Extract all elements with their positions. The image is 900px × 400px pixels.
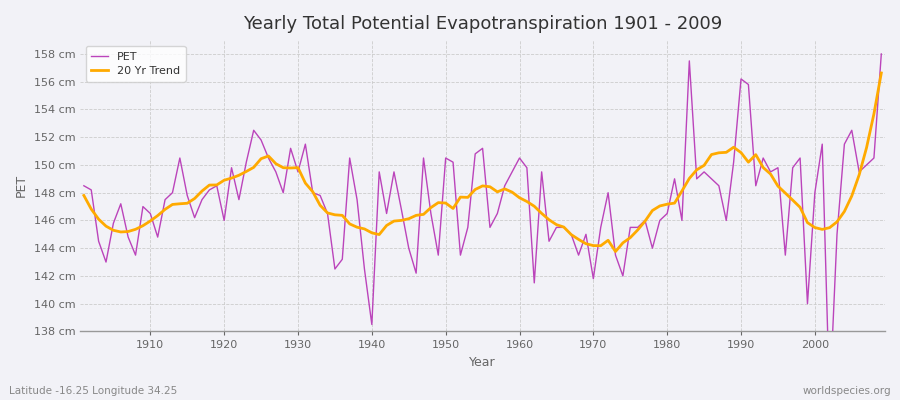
Legend: PET, 20 Yr Trend: PET, 20 Yr Trend bbox=[86, 46, 185, 82]
Line: 20 Yr Trend: 20 Yr Trend bbox=[84, 73, 881, 252]
Y-axis label: PET: PET bbox=[15, 174, 28, 197]
Line: PET: PET bbox=[84, 54, 881, 400]
PET bbox=[345, 156, 356, 160]
20 Yr Trend bbox=[138, 223, 148, 228]
Title: Yearly Total Potential Evapotranspiration 1901 - 2009: Yearly Total Potential Evapotranspiratio… bbox=[243, 15, 722, 33]
20 Yr Trend bbox=[514, 195, 525, 200]
Text: worldspecies.org: worldspecies.org bbox=[803, 386, 891, 396]
PET bbox=[514, 156, 525, 160]
Text: Latitude -16.25 Longitude 34.25: Latitude -16.25 Longitude 34.25 bbox=[9, 386, 177, 396]
20 Yr Trend bbox=[345, 222, 356, 226]
20 Yr Trend bbox=[300, 181, 310, 186]
20 Yr Trend bbox=[507, 190, 517, 194]
20 Yr Trend bbox=[610, 249, 621, 254]
PET bbox=[507, 170, 517, 174]
PET bbox=[300, 142, 310, 146]
PET bbox=[876, 52, 886, 56]
X-axis label: Year: Year bbox=[469, 356, 496, 369]
PET bbox=[603, 190, 614, 195]
20 Yr Trend bbox=[78, 193, 89, 198]
20 Yr Trend bbox=[876, 70, 886, 75]
20 Yr Trend bbox=[603, 238, 614, 243]
PET bbox=[138, 204, 148, 209]
PET bbox=[78, 183, 89, 188]
PET bbox=[824, 398, 835, 400]
